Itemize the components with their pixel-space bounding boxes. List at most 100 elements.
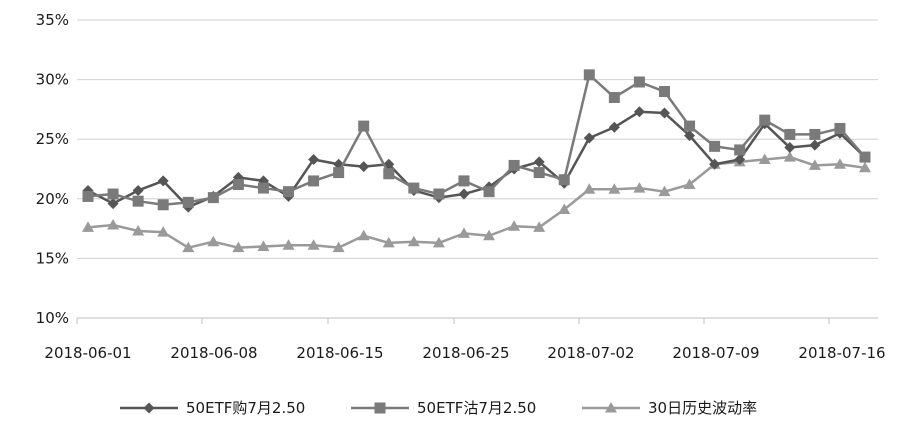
diamond-point — [143, 402, 155, 414]
legend-item: 30日历史波动率 — [582, 399, 757, 417]
triangle-point — [82, 221, 94, 232]
legend-label: 30日历史波动率 — [648, 399, 757, 417]
triangle-point — [608, 183, 621, 194]
diamond-point — [533, 156, 545, 168]
diamond-point — [107, 198, 119, 210]
triangle-point — [382, 236, 395, 248]
square-point — [859, 151, 871, 163]
diamond-point — [358, 161, 370, 173]
triangle-point — [407, 235, 420, 247]
diamond-point — [809, 139, 821, 151]
triangle-point — [683, 178, 696, 189]
x-tick-label: 2018-07-02 — [547, 344, 634, 362]
triangle-point — [859, 161, 871, 173]
legend-label: 50ETF沽7月2.50 — [417, 399, 536, 417]
square-point — [408, 182, 420, 194]
series-square — [82, 69, 871, 211]
square-point — [374, 402, 386, 414]
triangle-point — [107, 219, 120, 230]
series-line — [87, 73, 866, 207]
diamond-point — [784, 142, 796, 154]
series-line — [87, 110, 866, 209]
diamond-point — [132, 184, 144, 196]
diamond-point — [734, 153, 746, 165]
triangle-point — [508, 220, 521, 231]
series-line — [87, 155, 866, 249]
diamond-point — [308, 153, 320, 165]
square-point — [182, 196, 194, 208]
square-point — [358, 120, 370, 132]
diamond-point — [583, 132, 595, 144]
legend-item: 50ETF沽7月2.50 — [351, 399, 536, 417]
triangle-point — [432, 236, 445, 248]
y-tick-label: 25% — [36, 130, 69, 148]
triangle-point — [483, 229, 496, 241]
triangle-point — [182, 241, 195, 253]
legend-item: 50ETF购7月2.50 — [120, 399, 305, 417]
x-axis: 2018-06-01 2018-06-08 2018-06-15 2018-06-25… — [44, 317, 886, 362]
triangle-point — [332, 241, 345, 253]
diamond-point — [684, 130, 696, 142]
diamond-point — [458, 188, 470, 200]
triangle-point — [558, 203, 571, 215]
square-point — [333, 167, 345, 179]
diamond-point — [157, 175, 169, 187]
y-axis-tick-labels: 10% 15% 20% 25% 30% 35% — [36, 11, 69, 327]
gridlines — [77, 19, 878, 259]
y-tick-label: 35% — [36, 11, 69, 29]
triangle-point — [833, 158, 846, 169]
square-point — [308, 175, 320, 187]
square-point — [283, 186, 295, 198]
series-lines — [82, 69, 871, 253]
square-point — [583, 69, 595, 81]
diamond-point — [633, 106, 645, 118]
triangle-point — [583, 183, 596, 194]
square-point — [809, 128, 821, 140]
square-point — [684, 120, 696, 132]
square-point — [207, 192, 219, 204]
diamond-point — [658, 107, 670, 119]
x-tick-label: 2018-06-15 — [296, 344, 383, 362]
triangle-point — [457, 227, 470, 238]
y-tick-label: 20% — [36, 190, 69, 208]
square-point — [483, 186, 495, 198]
x-tick-label: 2018-07-09 — [672, 344, 759, 362]
square-point — [232, 178, 244, 190]
triangle-point — [282, 239, 295, 250]
triangle-point — [633, 182, 646, 193]
legend-label: 50ETF购7月2.50 — [186, 399, 305, 417]
square-point — [658, 86, 670, 98]
square-point — [608, 91, 620, 103]
square-point — [157, 199, 169, 211]
triangle-point — [605, 402, 617, 413]
y-tick-label: 30% — [36, 71, 69, 89]
triangle-point — [157, 226, 170, 237]
square-point — [383, 168, 395, 180]
triangle-point — [357, 229, 370, 241]
diamond-point — [709, 158, 721, 170]
square-point — [734, 144, 746, 156]
triangle-point — [232, 241, 245, 253]
legend: 50ETF购7月2.50 50ETF沽7月2.50 30日历史波动率 — [120, 399, 757, 417]
y-tick-label: 15% — [36, 249, 69, 267]
series-triangle — [82, 151, 871, 253]
square-point — [558, 174, 570, 186]
y-tick-label: 10% — [36, 309, 69, 327]
x-tick-label: 2018-06-08 — [170, 344, 257, 362]
triangle-point — [257, 240, 270, 251]
square-point — [82, 190, 94, 202]
square-point — [458, 175, 470, 187]
square-point — [257, 182, 269, 194]
triangle-point — [783, 151, 796, 162]
square-point — [784, 128, 796, 140]
square-point — [533, 167, 545, 179]
square-point — [709, 140, 721, 152]
diamond-point — [608, 121, 620, 133]
triangle-point — [307, 239, 320, 250]
square-point — [633, 76, 645, 88]
triangle-point — [207, 235, 220, 247]
triangle-point — [658, 185, 671, 197]
square-point — [107, 188, 119, 200]
square-point — [834, 122, 846, 134]
